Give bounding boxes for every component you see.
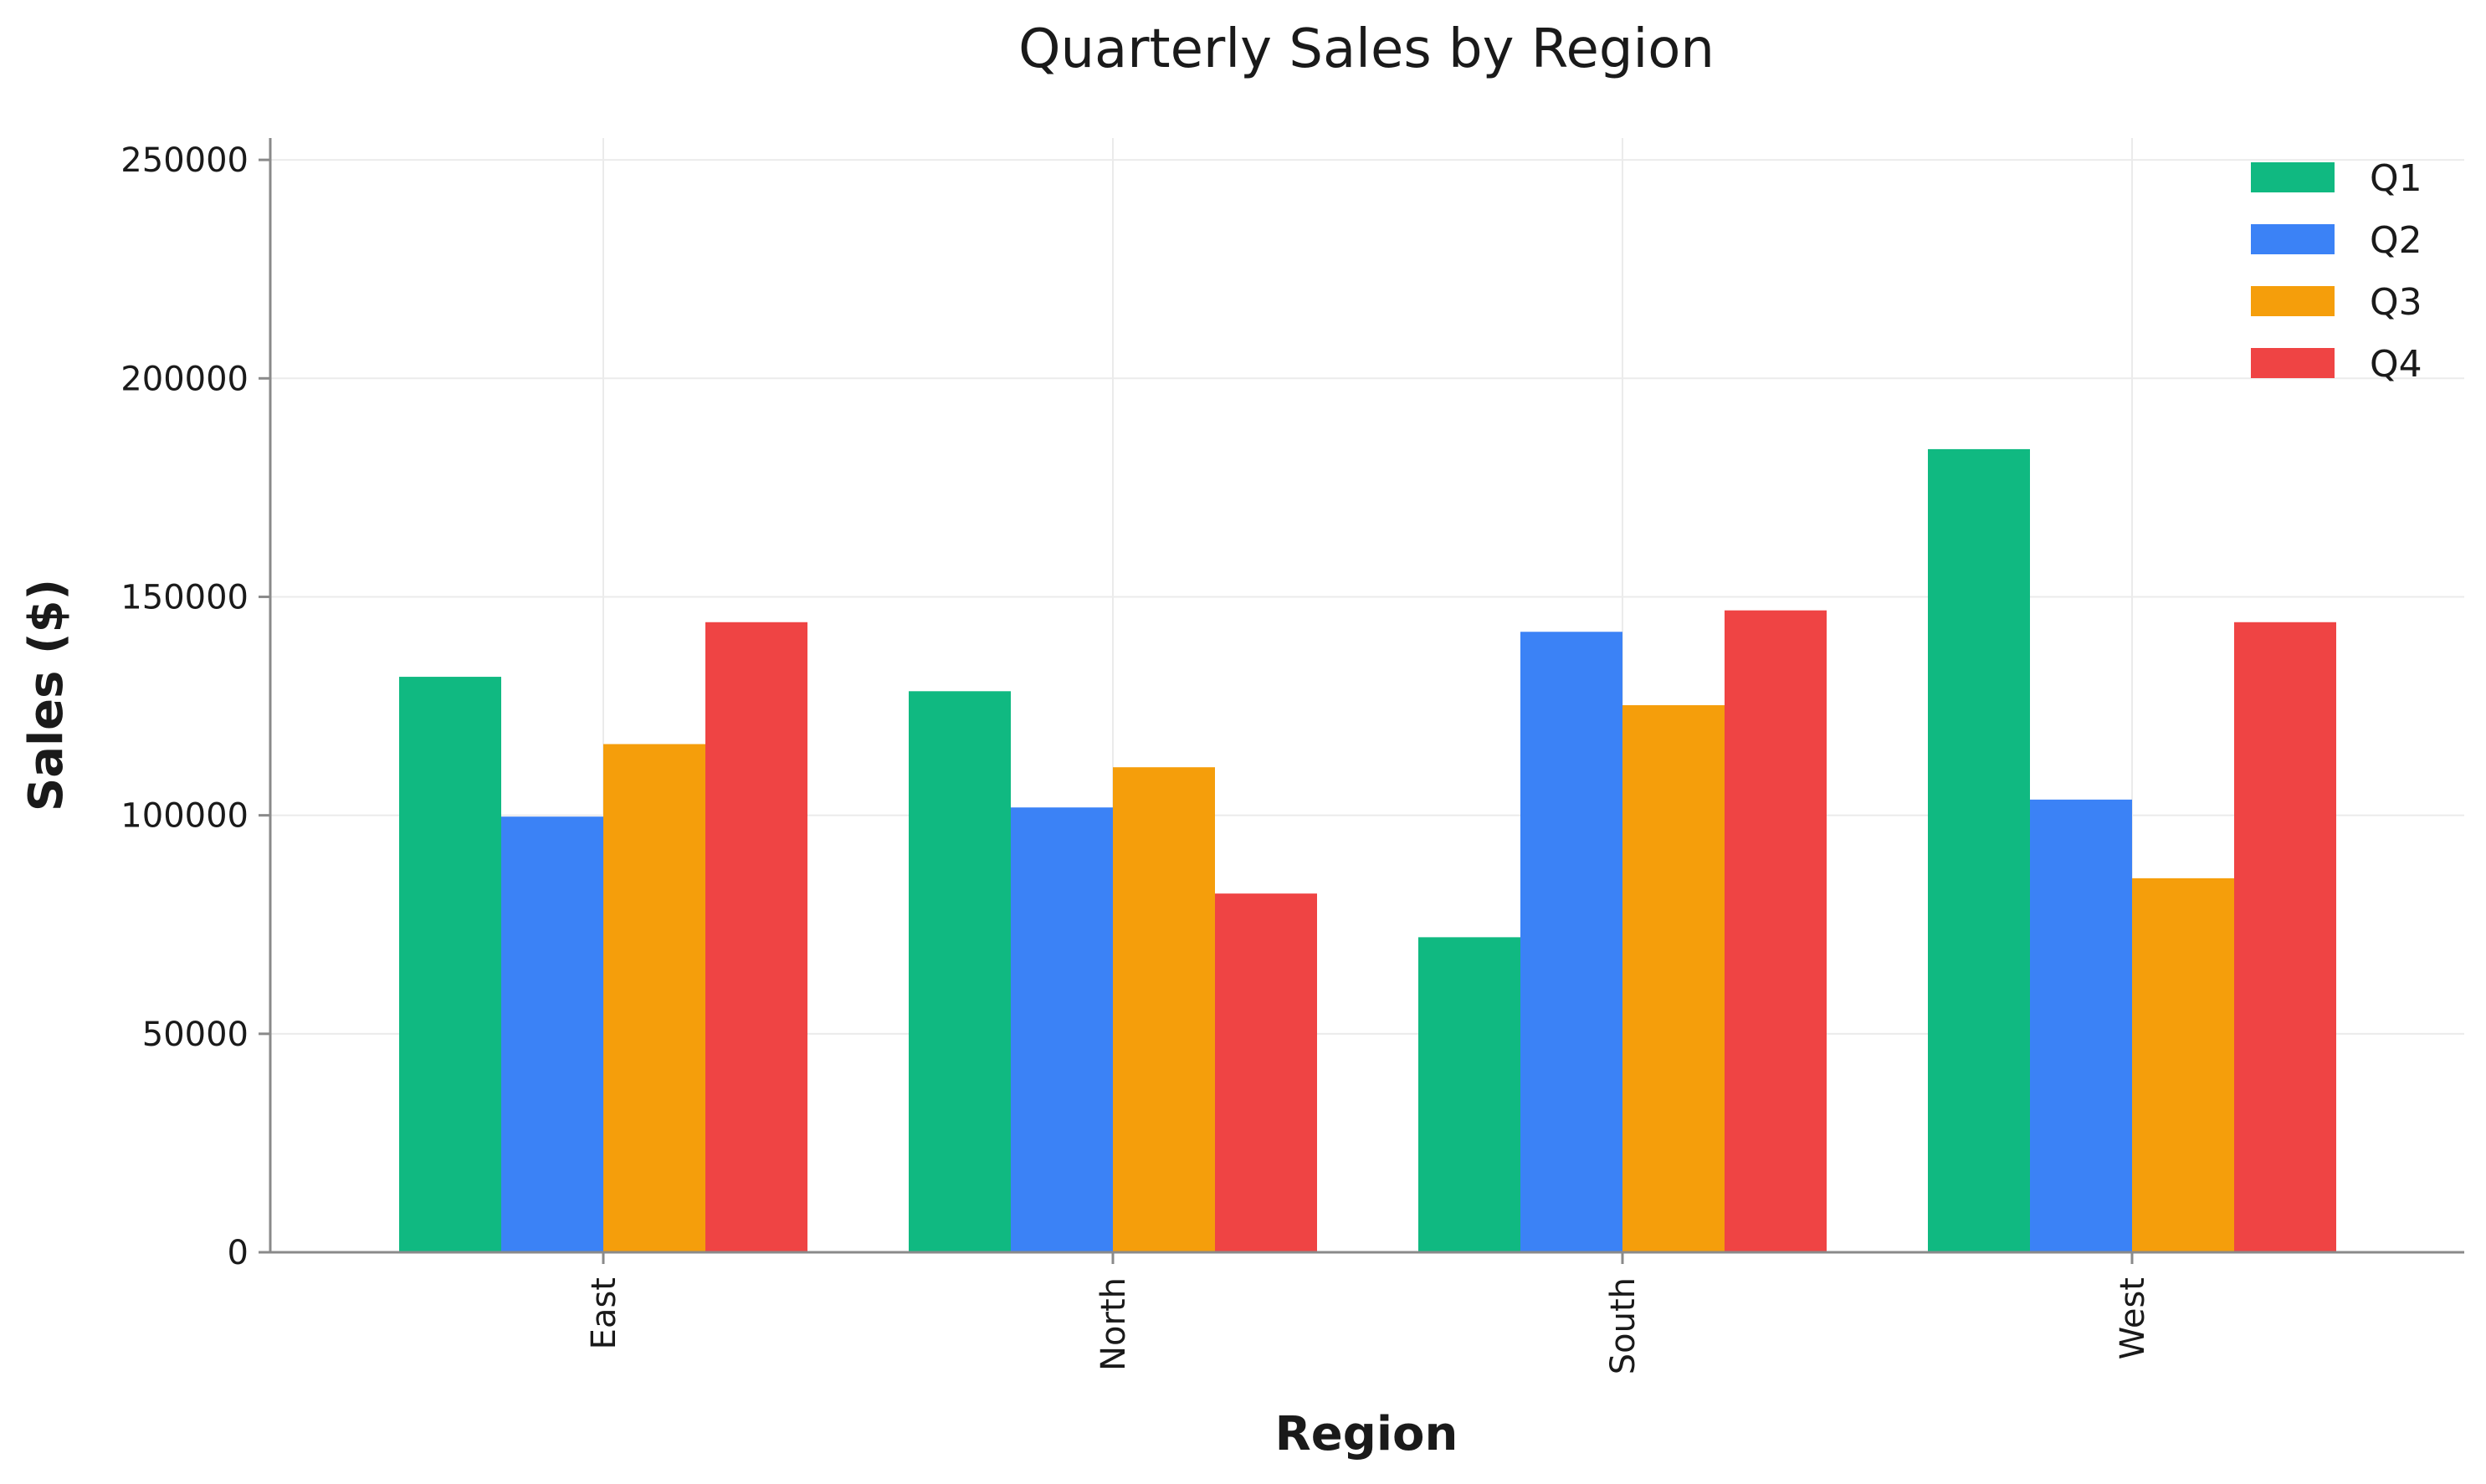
y-tick-label: 200000 [120,360,249,398]
x-axis-title: Region [1275,1407,1458,1461]
y-tick-label: 100000 [120,797,249,836]
legend-swatch-q3 [2251,286,2335,316]
legend-label-q3: Q3 [2370,281,2422,324]
y-tick-label: 150000 [120,578,249,617]
bar-north-q2 [1011,807,1113,1252]
legend: Q1 Q2 Q3 Q4 [2251,157,2422,386]
bar-north-q1 [909,691,1011,1252]
legend-swatch-q2 [2251,224,2335,254]
legend-label-q1: Q1 [2370,157,2422,200]
x-axis-ticks: East North South West [585,1252,2152,1374]
legend-label-q2: Q2 [2370,219,2422,262]
bar-east-q4 [705,622,807,1252]
x-tick-label-east: East [585,1277,623,1349]
x-tick-label-north: North [1094,1277,1133,1371]
y-tick-label: 50000 [142,1016,249,1054]
legend-swatch-q4 [2251,348,2335,378]
legend-label-q4: Q4 [2370,343,2422,386]
bar-east-q1 [399,677,501,1252]
bar-east-q2 [501,816,603,1252]
y-tick-label: 250000 [120,141,249,180]
y-axis-ticks: 0 50000 100000 150000 200000 250000 [120,141,270,1272]
bar-west-q3 [2132,878,2234,1252]
bar-west-q1 [1928,448,2030,1252]
bar-west-q2 [2030,799,2132,1252]
bar-north-q3 [1113,767,1215,1252]
x-tick-label-south: South [1604,1277,1643,1374]
bar-south-q3 [1622,705,1725,1252]
bar-south-q1 [1418,937,1520,1252]
y-axis-title: Sales ($) [19,579,74,811]
bar-west-q4 [2234,622,2336,1252]
bar-south-q2 [1520,632,1622,1252]
x-tick-label-west: West [2114,1277,2152,1359]
bar-south-q4 [1725,610,1827,1252]
y-tick-label: 0 [228,1234,249,1272]
chart-title: Quarterly Sales by Region [1018,18,1715,80]
bar-east-q3 [603,744,705,1252]
bar-north-q4 [1215,893,1317,1252]
bars [399,448,2336,1252]
legend-swatch-q1 [2251,162,2335,192]
